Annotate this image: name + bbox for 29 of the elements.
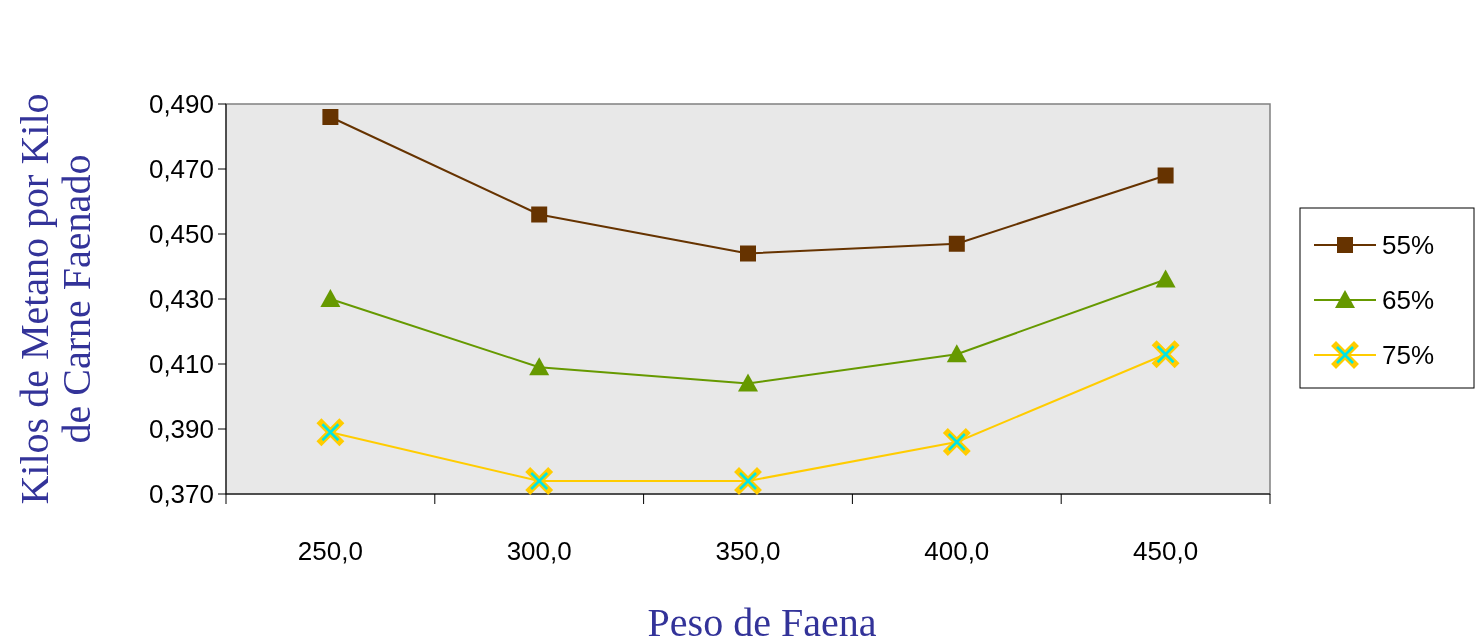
x-tick-label: 250,0 <box>297 536 363 566</box>
point <box>529 357 550 376</box>
point <box>531 206 548 223</box>
point <box>738 373 758 392</box>
x-tick-label: 350,0 <box>715 536 781 566</box>
point <box>946 344 967 363</box>
legend-label: 65% <box>1382 285 1435 316</box>
point <box>948 235 965 252</box>
point <box>1157 167 1174 184</box>
point <box>1153 341 1179 367</box>
y-tick-label: 0,490 <box>148 89 214 120</box>
point <box>740 245 756 262</box>
x-tick-label: 450,0 <box>1133 536 1199 566</box>
y-tick-label: 0,410 <box>148 349 214 380</box>
y-tick-label: 0,450 <box>148 219 214 250</box>
y-tick-label: 0,370 <box>148 479 214 510</box>
x-tick-label: 400,0 <box>924 536 990 566</box>
legend-label: 55% <box>1382 230 1435 261</box>
point <box>317 419 343 445</box>
point <box>1155 269 1176 288</box>
legend-label: 75% <box>1382 340 1435 371</box>
y-tick-label: 0,390 <box>148 414 214 445</box>
point <box>320 289 341 307</box>
y-tick-label: 0,470 <box>148 154 214 185</box>
x-axis-title: Peso de Faena <box>647 600 877 641</box>
y-axis-title: Kilos de Metano por Kilo de Carne Faenado <box>12 93 99 505</box>
point <box>322 109 339 125</box>
y-tick-label: 0,430 <box>148 284 214 315</box>
x-tick-label: 300,0 <box>506 536 572 566</box>
